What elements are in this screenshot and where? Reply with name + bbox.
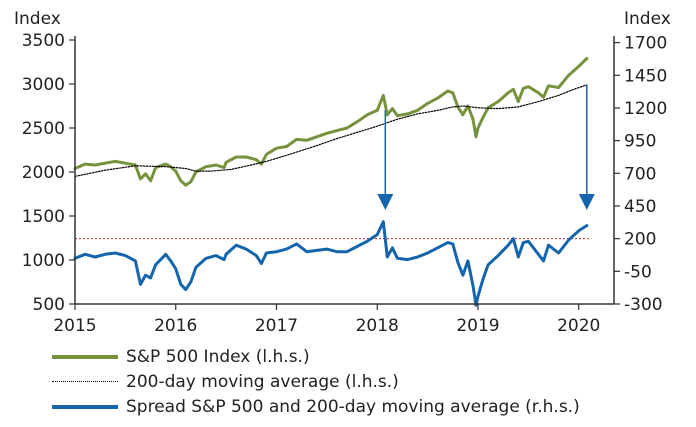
- legend-swatch-moving-average: [52, 381, 118, 382]
- x-tick-label: 2017: [255, 316, 298, 336]
- right-tick-label: 700: [624, 164, 656, 184]
- right-axis-label: Index: [624, 9, 671, 29]
- arrow-head-2: [578, 193, 595, 210]
- left-tick-label: 2000: [22, 163, 65, 183]
- right-tick-label: -50: [624, 262, 652, 282]
- left-tick-label: 2500: [22, 119, 65, 139]
- legend-swatch-spread: [52, 404, 118, 409]
- x-tick-label: 2018: [356, 316, 399, 336]
- legend: S&P 500 Index (l.h.s.) 200-day moving av…: [52, 344, 580, 419]
- right-tick-label: 950: [624, 132, 656, 152]
- moving-average-line: [74, 84, 588, 177]
- x-tick-label: 2015: [53, 316, 96, 336]
- chart-canvas: 500 1000 1500 2000 2500 3000 3500 -300 -50 200 450…: [14, 9, 671, 336]
- left-axis-label: Index: [14, 9, 61, 29]
- right-tick-label: 1450: [624, 66, 667, 86]
- right-tick-label: 1700: [624, 34, 667, 54]
- legend-swatch-sp500: [52, 354, 118, 359]
- arrow-head-1: [377, 193, 394, 210]
- left-tick-label: 3500: [22, 31, 65, 51]
- legend-label-sp500: S&P 500 Index (l.h.s.): [126, 346, 310, 367]
- legend-item-sp500: S&P 500 Index (l.h.s.): [52, 344, 580, 369]
- x-tick-label: 2020: [557, 316, 600, 336]
- legend-item-spread: Spread S&P 500 and 200-day moving averag…: [52, 394, 580, 419]
- spread-line: [73, 220, 589, 307]
- legend-label-spread: Spread S&P 500 and 200-day moving averag…: [126, 396, 580, 417]
- sp500-line: [73, 57, 589, 187]
- x-tick-label: 2016: [154, 316, 197, 336]
- legend-label-moving-average: 200-day moving average (l.h.s.): [126, 371, 399, 392]
- left-tick-label: 500: [33, 295, 65, 315]
- left-tick-label: 1500: [22, 207, 65, 227]
- right-tick-label: 450: [624, 197, 656, 217]
- left-tick-label: 1000: [22, 251, 65, 271]
- x-tick-label: 2019: [456, 316, 499, 336]
- right-tick-label: -300: [624, 295, 663, 315]
- right-tick-label: 1200: [624, 99, 667, 119]
- legend-item-moving-average: 200-day moving average (l.h.s.): [52, 369, 580, 394]
- right-tick-label: 200: [624, 230, 656, 250]
- left-tick-label: 3000: [22, 75, 65, 95]
